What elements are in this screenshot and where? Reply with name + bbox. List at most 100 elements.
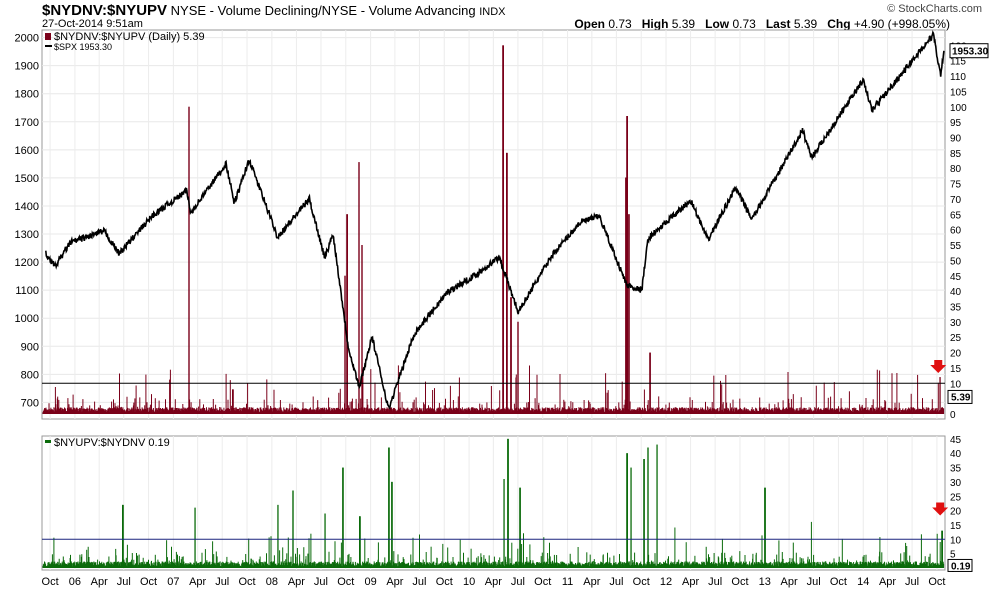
x-tick-label: 14 bbox=[857, 576, 869, 588]
x-tick-label: 10 bbox=[463, 576, 475, 588]
high-label: High bbox=[641, 17, 669, 31]
last-spx-label: 1953.30 bbox=[952, 47, 989, 58]
x-tick-label: 12 bbox=[660, 576, 672, 588]
y-right-tick-label: 25 bbox=[950, 492, 962, 503]
x-tick-label: Jul bbox=[117, 576, 131, 588]
y-right-tick-label: 15 bbox=[950, 364, 962, 375]
legend-spx: $SPX 1953.30 bbox=[54, 42, 112, 52]
open-label: Open bbox=[574, 17, 606, 31]
y-left-tick-label: 1100 bbox=[15, 285, 39, 297]
y-right-tick-label: 10 bbox=[950, 379, 962, 390]
open-value: 0.73 bbox=[608, 17, 632, 31]
low-label: Low bbox=[705, 17, 730, 31]
y-right-tick-label: 90 bbox=[950, 134, 962, 145]
y-left-tick-label: 1600 bbox=[15, 145, 39, 157]
exchange: INDX bbox=[479, 6, 506, 18]
y-right-tick-label: 60 bbox=[950, 226, 962, 237]
red-arrow-bottom bbox=[932, 502, 949, 516]
x-tick-label: Jul bbox=[511, 576, 525, 588]
x-tick-label: Oct bbox=[42, 576, 59, 588]
y-right-tick-label: 30 bbox=[950, 478, 962, 489]
last-label: Last bbox=[765, 17, 791, 31]
symbol: $NYDNV:$NYUPV bbox=[42, 2, 168, 19]
x-tick-label: Oct bbox=[140, 576, 157, 588]
last-ratio-label: 5.39 bbox=[951, 392, 971, 403]
x-tick-label: Jul bbox=[708, 576, 722, 588]
chart-date: 27-Oct-2014 9:51am bbox=[42, 18, 143, 30]
chg-value: +4.90 (+998.05%) bbox=[853, 17, 950, 31]
last-inverse-label: 0.19 bbox=[951, 561, 971, 572]
red-arrow-top bbox=[930, 359, 947, 373]
y-right-tick-label: 15 bbox=[950, 521, 962, 532]
x-tick-label: Apr bbox=[485, 576, 502, 588]
y-right-tick-label: 40 bbox=[950, 287, 962, 298]
x-tick-label: 09 bbox=[364, 576, 376, 588]
y-left-tick-label: 700 bbox=[21, 397, 39, 409]
y-right-tick-label: 40 bbox=[950, 449, 962, 460]
x-tick-label: 13 bbox=[759, 576, 771, 588]
x-tick-label: Oct bbox=[436, 576, 453, 588]
top-panel: 7008009001000110012001300140015001600170… bbox=[15, 29, 989, 421]
y-left-tick-label: 900 bbox=[21, 341, 39, 353]
last-ratio-tag bbox=[947, 389, 973, 404]
x-tick-label: Apr bbox=[386, 576, 403, 588]
y-left-tick-label: 1200 bbox=[15, 257, 39, 269]
y-left-tick-label: 1300 bbox=[15, 229, 39, 241]
spx-line bbox=[45, 30, 945, 410]
y-left-tick-label: 1500 bbox=[15, 173, 39, 185]
chart-title: $NYDNV:$NYUPV NYSE - Volume Declining/NY… bbox=[42, 2, 506, 19]
x-axis: Oct 06 Apr Jul Oct 07 Apr Jul Oct 08 Apr Jul Oct 09 Ap… bbox=[42, 576, 946, 588]
y-right-tick-label: 70 bbox=[950, 195, 962, 206]
description: NYSE - Volume Declining/NYSE - Volume Ad… bbox=[170, 3, 476, 18]
y-right-tick-label: 45 bbox=[950, 272, 962, 283]
last-spx-tag bbox=[949, 43, 989, 59]
y-right-tick-label: 85 bbox=[950, 149, 962, 160]
legend-ratio: $NYDNV:$NYUPV (Daily) 5.39 bbox=[54, 31, 205, 43]
y-right-tick-label: 55 bbox=[950, 241, 962, 252]
x-tick-label: Apr bbox=[189, 576, 206, 588]
y-right-tick-label: 35 bbox=[950, 302, 962, 313]
y-right-tick-label: 30 bbox=[950, 318, 962, 329]
quote-bar: Open 0.73 High 5.39 Low 0.73 Last 5.39 C… bbox=[574, 17, 950, 31]
y-right-tick-label: 95 bbox=[950, 118, 962, 129]
y-right-tick-label: 65 bbox=[950, 210, 962, 221]
y-right-tick-label: 5 bbox=[950, 550, 956, 561]
y-left-tick-label: 800 bbox=[21, 369, 39, 381]
y-right-tick-label: 10 bbox=[950, 535, 962, 546]
y-right-tick-label: 35 bbox=[950, 464, 962, 475]
x-tick-label: Jul bbox=[314, 576, 328, 588]
y-right-tick-label: 25 bbox=[950, 333, 962, 344]
y-left-tick-label: 1700 bbox=[15, 117, 39, 129]
legend-swatch-ratio bbox=[45, 33, 51, 40]
x-tick-label: Apr bbox=[583, 576, 600, 588]
x-tick-label: 07 bbox=[167, 576, 179, 588]
last-inverse-tag bbox=[947, 558, 973, 572]
y-right-tick-label: 45 bbox=[950, 435, 962, 446]
x-tick-label: Oct bbox=[633, 576, 650, 588]
x-tick-label: Oct bbox=[830, 576, 847, 588]
y-right-tick-label: 100 bbox=[950, 103, 967, 114]
y-left-tick-label: 1900 bbox=[15, 61, 39, 73]
y-right-tick-label: 115 bbox=[950, 57, 966, 68]
x-tick-label: 11 bbox=[562, 576, 573, 588]
x-tick-label: Jul bbox=[412, 576, 426, 588]
y-right-tick-label: 20 bbox=[950, 349, 962, 360]
x-tick-label: 06 bbox=[69, 576, 81, 588]
x-tick-label: Oct bbox=[337, 576, 354, 588]
x-tick-label: Jul bbox=[215, 576, 229, 588]
y-right-tick-label: 20 bbox=[950, 507, 962, 518]
y-right-tick-label: 0 bbox=[950, 410, 956, 421]
y-right-tick-label: 75 bbox=[950, 180, 962, 191]
x-tick-label: Oct bbox=[238, 576, 255, 588]
legend-swatch-spx bbox=[45, 45, 52, 47]
last-value: 5.39 bbox=[793, 17, 818, 31]
x-tick-label: Oct bbox=[928, 576, 945, 588]
x-tick-label: Apr bbox=[780, 576, 797, 588]
x-tick-label: Apr bbox=[288, 576, 305, 588]
y-right-tick-label: 80 bbox=[950, 164, 962, 175]
chg-label: Chg bbox=[827, 17, 851, 31]
y-right-tick-label: 105 bbox=[950, 87, 967, 98]
x-tick-label: Oct bbox=[731, 576, 748, 588]
